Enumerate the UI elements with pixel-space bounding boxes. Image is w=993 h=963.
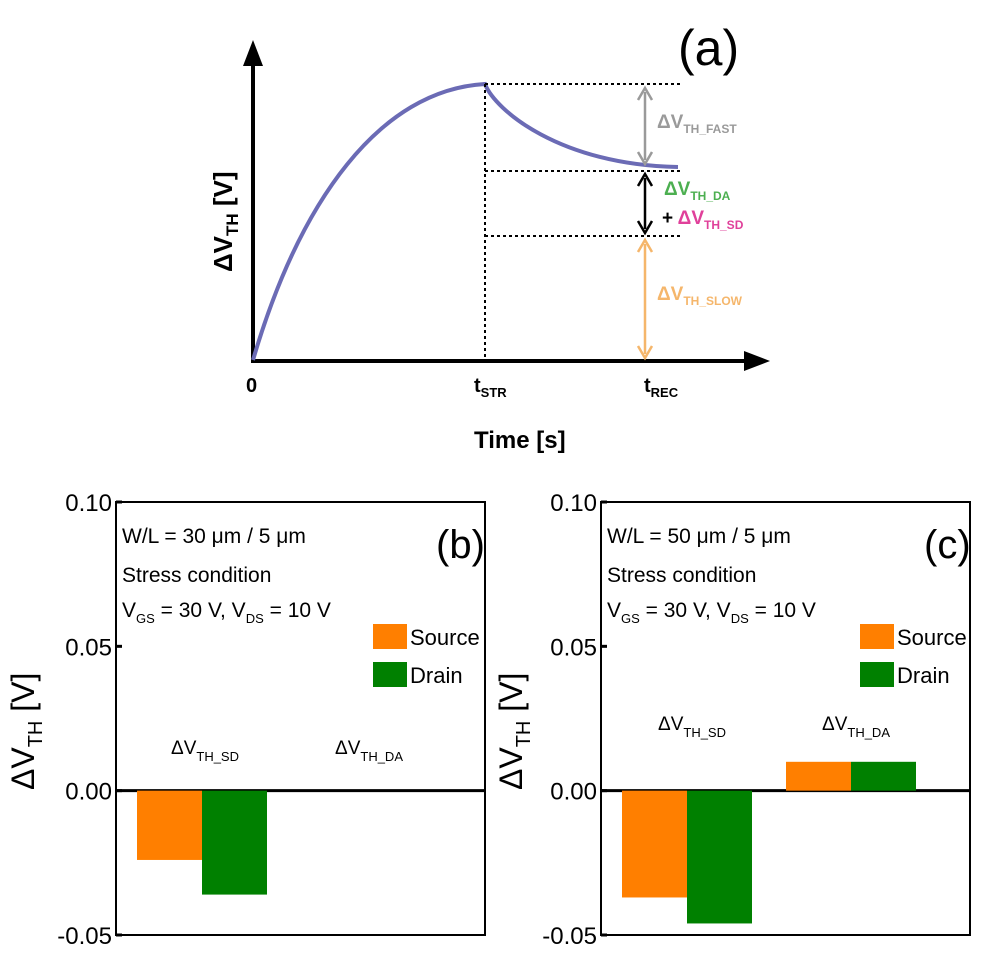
legend-swatch-drain [373, 662, 407, 687]
category-label-sd: ΔVTH_SD [658, 714, 726, 740]
y-tick-label: 0.05 [65, 634, 112, 661]
y-tick-label: -0.05 [57, 923, 112, 950]
panel-a-ylabel: ΔVTH [V] [208, 171, 242, 272]
panel-b-bars [137, 790, 267, 895]
panel-a-xlabel: Time [s] [474, 427, 566, 454]
panel-a-x-arrowhead [744, 351, 770, 371]
label-dvth-fast: ΔVTH_FAST [657, 112, 737, 136]
threshold-shift-curve [251, 81, 679, 361]
panel-a-y-arrowhead [243, 40, 263, 66]
y-tick-label: 0.00 [65, 779, 112, 806]
legend-swatch-source [373, 624, 407, 649]
panel-b-note-1: W/L = 30 μm / 5 μm [122, 525, 306, 548]
tick-tstr: tSTR [474, 375, 507, 400]
bar-source-sd [622, 790, 687, 898]
panel-b-condition: VGS = 30 V, VDS = 10 V [122, 599, 331, 626]
bar-drain-da [851, 761, 916, 791]
panel-b: 0.10 0.05 0.00 -0.05 (b) W/L = 30 μm / 5 μm… [5, 490, 486, 950]
category-label-sd: ΔVTH_SD [171, 738, 239, 764]
legend-label-drain: Drain [410, 663, 463, 688]
legend-swatch-drain [860, 662, 894, 687]
bar-source-da [786, 761, 851, 791]
y-tick-label: -0.05 [542, 923, 597, 950]
panel-c-bars [622, 761, 916, 924]
panel-c-note-2: Stress condition [607, 564, 756, 587]
y-tick-label: 0.10 [550, 490, 597, 517]
bar-drain-sd [202, 790, 267, 895]
label-dvth-sd: + ΔVTH_SD [662, 208, 744, 232]
panel-b-label: (b) [436, 523, 485, 567]
bar-source-sd [137, 790, 202, 860]
arrow-slow [636, 237, 654, 361]
panel-c-yticks: 0.10 0.05 0.00 -0.05 [542, 490, 607, 950]
panel-c-note-1: W/L = 50 μm / 5 μm [607, 525, 791, 548]
panel-b-ylabel: ΔVTH [V] [5, 673, 47, 790]
legend-swatch-source [860, 624, 894, 649]
legend-label-source: Source [897, 625, 967, 650]
panel-b-yticks: 0.10 0.05 0.00 -0.05 [57, 490, 122, 950]
arrow-da-sd [636, 171, 654, 236]
panel-c-label: (c) [924, 523, 971, 567]
panel-c-condition: VGS = 30 V, VDS = 10 V [607, 599, 816, 626]
y-tick-label: 0.05 [550, 634, 597, 661]
panel-a-label: (a) [678, 20, 739, 76]
label-dvth-da: ΔVTH_DA [664, 179, 731, 203]
category-label-da: ΔVTH_DA [822, 714, 890, 740]
panel-b-note-2: Stress condition [122, 564, 271, 587]
panel-c-ylabel: ΔVTH [V] [493, 673, 535, 790]
label-dvth-slow: ΔVTH_SLOW [657, 284, 743, 308]
category-label-da: ΔVTH_DA [335, 738, 403, 764]
panel-c: 0.10 0.05 0.00 -0.05 (c) W/L = 50 μm / 5 μm… [493, 490, 971, 950]
y-tick-label: 0.00 [550, 779, 597, 806]
bar-drain-sd [687, 790, 752, 924]
legend-label-source: Source [410, 625, 480, 650]
panel-c-frame [600, 501, 971, 936]
panel-b-frame [115, 501, 486, 936]
y-tick-label: 0.10 [65, 490, 112, 517]
tick-zero: 0 [246, 375, 257, 397]
panel-a: (a) ΔVTH_FAST ΔVTH_DA [208, 20, 770, 454]
legend-label-drain: Drain [897, 663, 950, 688]
arrow-fast [636, 85, 654, 167]
tick-trec: tREC [644, 375, 679, 400]
